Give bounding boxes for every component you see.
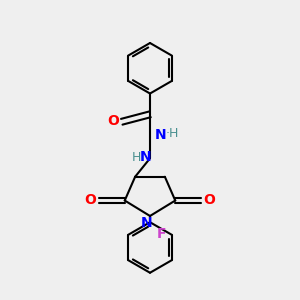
Text: O: O [203, 193, 215, 207]
Text: N: N [155, 128, 167, 142]
Text: O: O [85, 193, 97, 207]
Text: H: H [132, 151, 141, 164]
Text: N: N [141, 215, 152, 230]
Text: O: O [107, 114, 119, 128]
Text: ·H: ·H [166, 128, 179, 140]
Text: F: F [157, 227, 166, 241]
Text: N: N [140, 150, 152, 164]
